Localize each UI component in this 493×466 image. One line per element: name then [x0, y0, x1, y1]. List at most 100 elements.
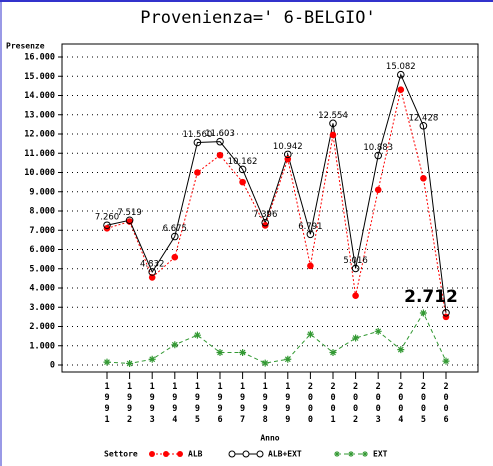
y-tick-label: 2.000 — [29, 322, 55, 332]
y-tick-label: 5.000 — [29, 264, 55, 274]
point — [194, 169, 201, 176]
point — [238, 165, 247, 174]
point — [442, 308, 450, 317]
legend-marker — [242, 450, 250, 458]
series-line — [106, 311, 447, 364]
y-tick-label: 14.000 — [24, 91, 55, 101]
point — [261, 218, 270, 227]
y-axis-label: Presenze — [6, 42, 45, 51]
y-tick-label: 3.000 — [29, 303, 55, 313]
point — [216, 151, 224, 159]
point — [374, 186, 382, 194]
point — [216, 137, 224, 146]
y-tick-label: 6.000 — [29, 245, 55, 255]
legend-marker — [163, 451, 169, 457]
series-line — [106, 73, 447, 313]
legend-label: ALB — [188, 450, 203, 459]
legend-marker — [228, 450, 236, 458]
legend-title: Settore — [104, 450, 138, 459]
point — [261, 359, 269, 367]
point — [193, 138, 202, 147]
value-label: 15.082 — [386, 62, 416, 72]
point — [419, 309, 427, 317]
x-tick-label: 1995 — [192, 382, 202, 426]
point — [329, 131, 337, 139]
x-tick-label: 2001 — [328, 382, 338, 426]
point — [329, 119, 337, 128]
point — [442, 357, 450, 365]
point — [284, 150, 292, 159]
point — [397, 346, 405, 354]
x-tick-label: 1994 — [170, 382, 180, 426]
y-tick-label: 0 — [50, 361, 55, 371]
point — [352, 334, 360, 342]
point — [148, 355, 156, 363]
point — [442, 313, 450, 321]
point — [351, 264, 360, 273]
point — [103, 221, 111, 230]
point — [284, 355, 292, 363]
y-tick-label: 11.000 — [24, 149, 55, 159]
point — [216, 348, 224, 356]
y-tick-label: 1.000 — [29, 341, 55, 351]
point — [374, 327, 382, 335]
y-tick-label: 8.000 — [29, 207, 55, 217]
legend-label: EXT — [373, 450, 388, 459]
value-label: 7.260 — [95, 213, 119, 223]
value-label: 11.603 — [205, 129, 235, 139]
legend-marker — [177, 451, 183, 457]
point — [419, 121, 428, 130]
point — [148, 274, 156, 281]
point — [171, 341, 179, 349]
x-tick-label: 2000 — [305, 382, 315, 426]
x-tick-label: 2006 — [441, 382, 451, 426]
value-label: 10.162 — [228, 157, 258, 167]
x-tick-label: 2003 — [373, 382, 383, 426]
value-label: 12.554 — [318, 111, 348, 121]
point — [125, 216, 134, 225]
y-tick-label: 10.000 — [24, 168, 55, 178]
x-tick-label: 1992 — [125, 382, 135, 426]
point — [352, 292, 359, 300]
point — [306, 330, 314, 338]
x-axis-label: Anno — [260, 434, 279, 443]
x-tick-label: 1997 — [238, 382, 248, 426]
point — [306, 230, 315, 239]
legend-label: ALB+EXT — [268, 450, 302, 459]
legend-marker — [348, 451, 354, 457]
point — [193, 331, 201, 339]
x-tick-label: 1991 — [102, 382, 112, 426]
y-tick-label: 13.000 — [24, 110, 55, 120]
point — [397, 86, 405, 94]
y-tick-label: 9.000 — [29, 187, 55, 197]
value-label: 4.832 — [140, 259, 164, 269]
y-tick-label: 16.000 — [24, 53, 55, 63]
x-tick-label: 1999 — [283, 382, 293, 426]
legend-marker — [334, 451, 340, 457]
point — [329, 348, 337, 356]
point — [239, 178, 246, 186]
point — [148, 268, 156, 276]
point — [420, 174, 427, 182]
x-tick-label: 2002 — [351, 382, 361, 426]
legend-marker — [256, 450, 264, 458]
x-tick-label: 1993 — [147, 382, 157, 426]
legend-marker — [149, 451, 155, 457]
value-label: 7.519 — [117, 208, 141, 218]
value-label: 5.016 — [343, 256, 367, 266]
point — [103, 358, 111, 366]
point — [126, 359, 134, 367]
legend-marker — [362, 451, 368, 457]
value-label: 6.791 — [298, 222, 322, 232]
value-label: 10.942 — [273, 142, 303, 152]
value-label: 11.560 — [183, 130, 213, 140]
point — [307, 262, 314, 270]
x-tick-label: 2004 — [396, 382, 406, 426]
value-label: 12.428 — [409, 113, 439, 123]
y-tick-label: 15.000 — [24, 72, 55, 82]
point — [374, 151, 383, 160]
chart-title: Provenienza=' 6-BELGIO' — [140, 8, 375, 28]
y-tick-label: 12.000 — [24, 130, 55, 140]
point — [397, 70, 405, 79]
